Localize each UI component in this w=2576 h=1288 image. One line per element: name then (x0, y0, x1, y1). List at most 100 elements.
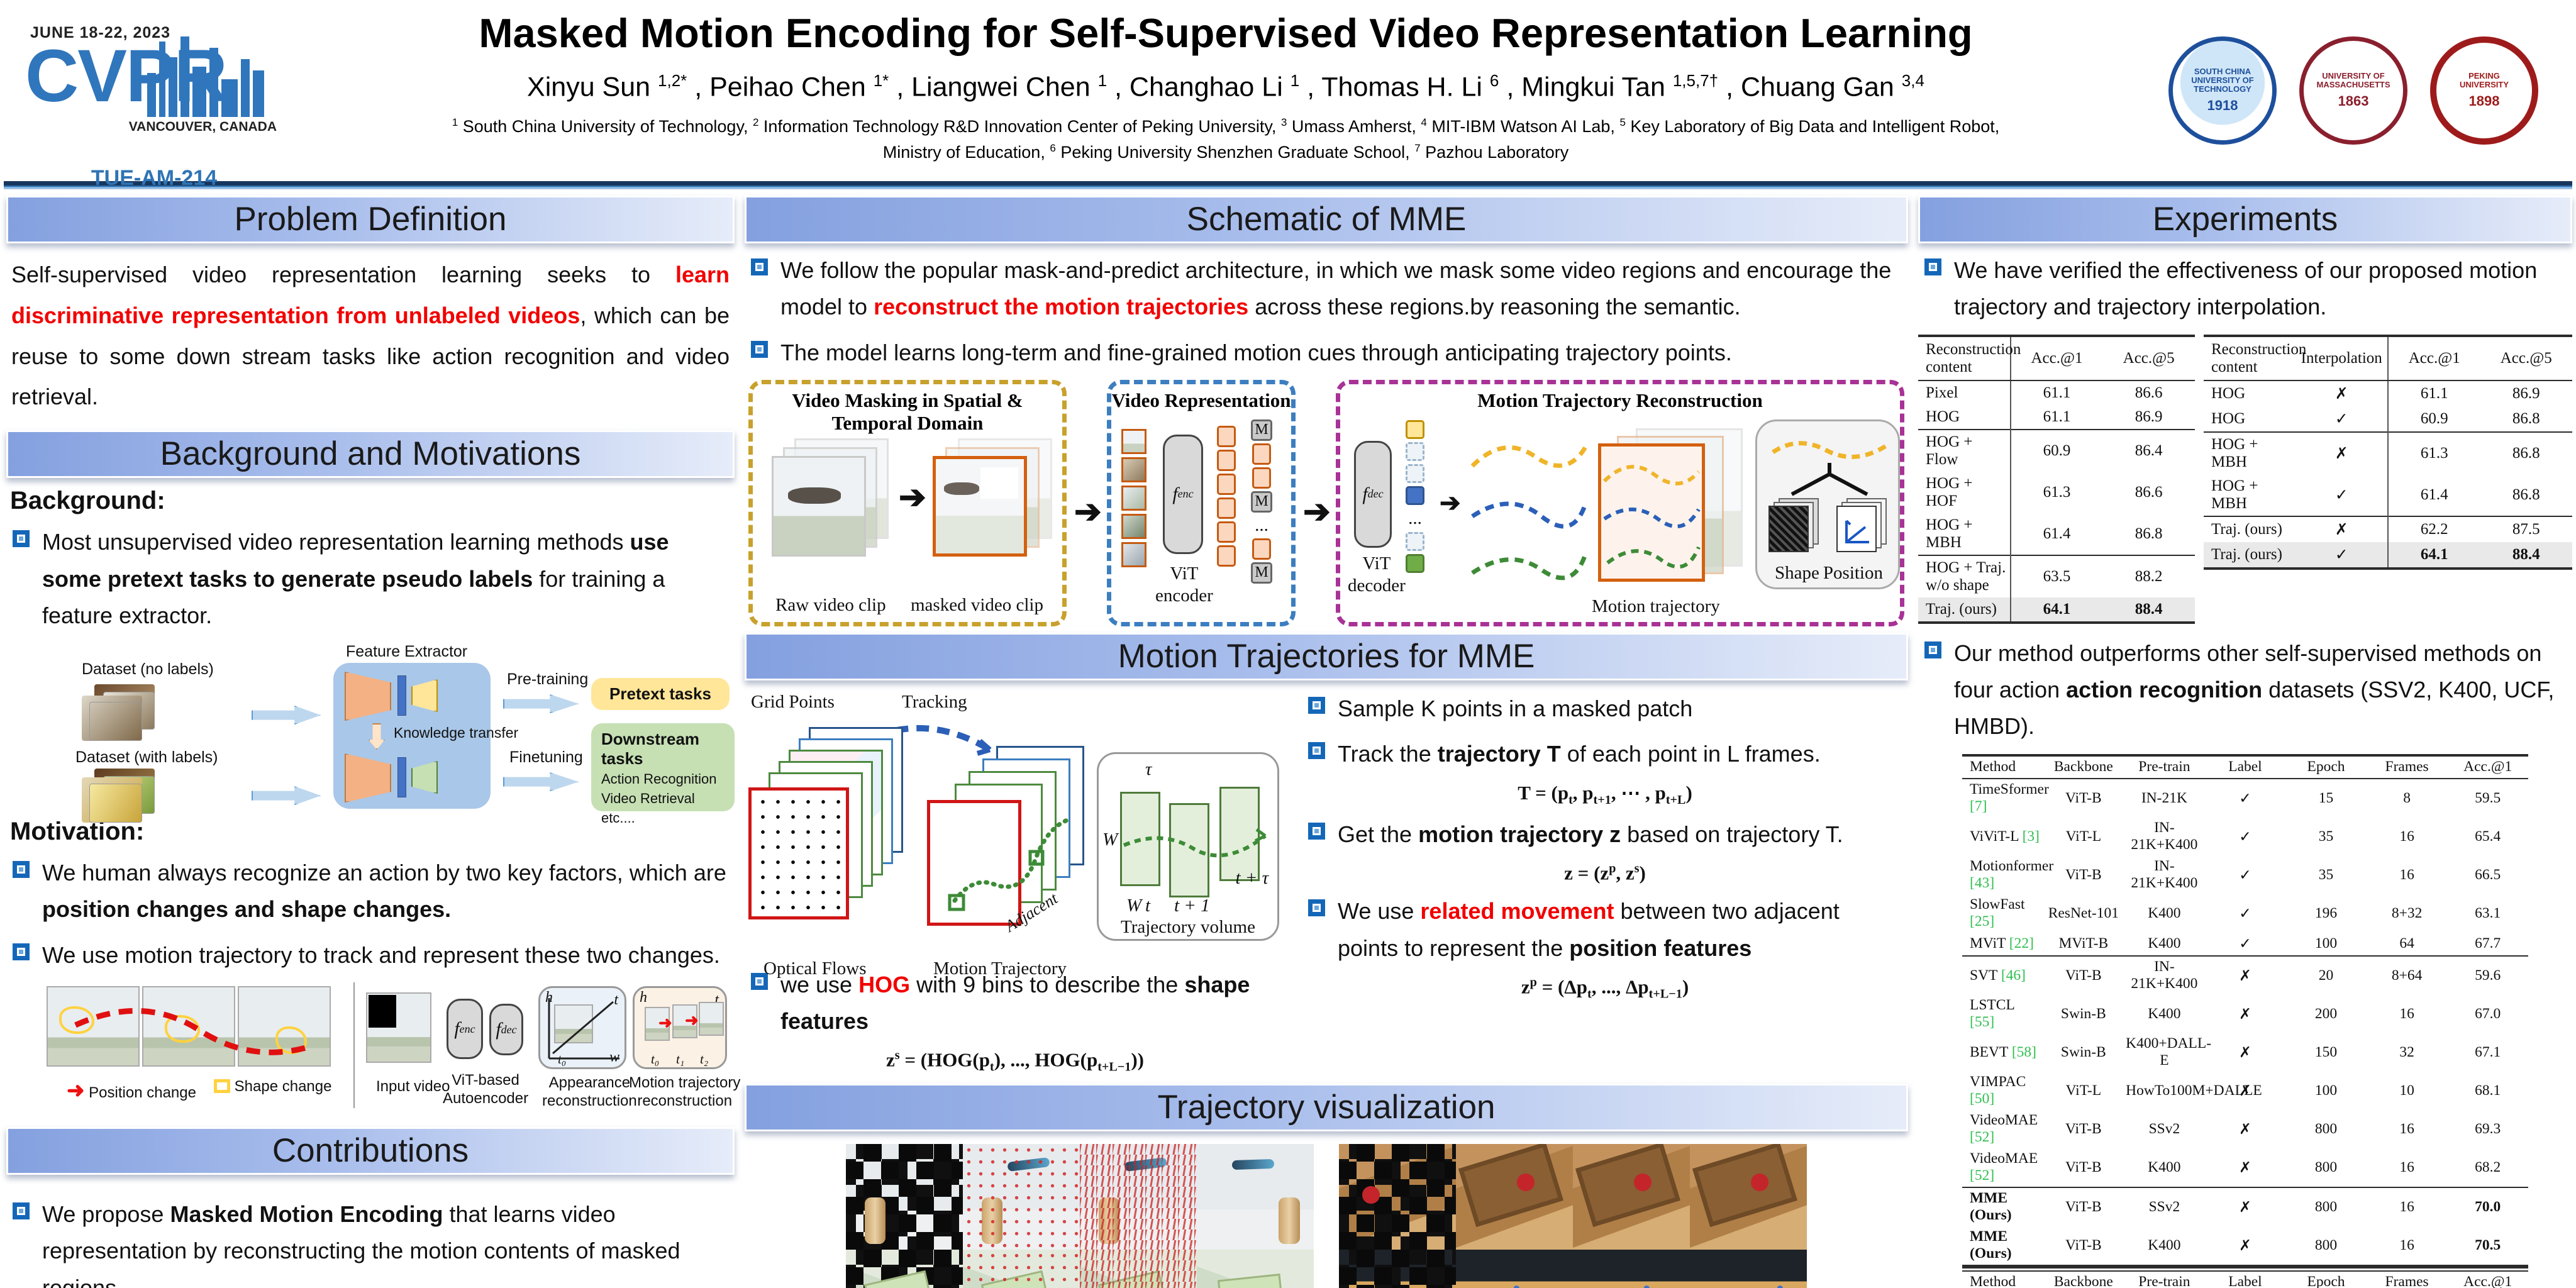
position-change-arrow-icon: ➜ (685, 1011, 699, 1030)
section-motion-trajectories: Motion Trajectories for MME (745, 632, 1908, 680)
finetuning-arrow-icon (503, 772, 579, 792)
data-table: Method Backbone Pre-train Label Epoch Frames A… (1962, 753, 2528, 1267)
table-row: ViViT-L [3] ViT-L IN-21K+K400 ✓ 35 16 65.4 (1970, 819, 2501, 853)
position-change-path-icon (74, 1008, 309, 1055)
masked-frame-image (846, 1143, 963, 1250)
table-row: HOG + MBH ✓ 61.4 86.8 (2204, 474, 2572, 516)
table-row: HOG + MBH 61.4 86.8 (1918, 513, 2195, 555)
video-masking-box: Video Masking in Spatial & Temporal Doma… (748, 379, 1067, 626)
mme-schematic-figure: Video Masking in Spatial & Temporal Doma… (745, 379, 1908, 626)
poster-header: JUNE 18-22, 2023 CVPR VANCOUVER, CANADA … (0, 0, 2576, 190)
trajectory-visualization-figure: (a) (b) (c) (d) (745, 1143, 1908, 1288)
table-row: Motionformer [43] ViT-B IN-21K+K400 ✓ 35 16 66… (1970, 858, 2501, 892)
bullet-square-icon (1924, 641, 1941, 658)
feature-extractor-diagram: Feature Extractor Dataset (no labels) Da… (6, 643, 735, 826)
motion-trajectory-reconstruction-box: Motion Trajectory Reconstruction f dec Vi… (1336, 379, 1904, 626)
table-row: HOG + Flow 60.9 86.4 (1918, 428, 2195, 472)
cvpr-logo: JUNE 18-22, 2023 CVPR VANCOUVER, CANADA (25, 24, 277, 150)
trajectory-frame-image (1456, 1143, 1573, 1250)
trajectory-frame-image (1573, 1143, 1690, 1250)
table-row: VIMPAC [50] ViT-L HowTo100M+DALLE ✗ 100 10 68.… (1970, 1074, 2501, 1108)
table-row: MViT [22] MViT-B K400 ✓ 100 64 67.7 (1970, 935, 2501, 953)
arrow-icon (252, 786, 321, 806)
appearance-panel: h t w t₀ (538, 986, 626, 1070)
trajectory-bullets: Sample K points in a masked patch Track … (1302, 689, 1908, 1011)
bullet-square-icon (13, 861, 30, 879)
trajectory-figure: Grid Points Tracking (745, 689, 1285, 985)
section-contributions: Contributions (6, 1127, 735, 1175)
bullet-square-icon (1924, 258, 1941, 275)
reconstructed-frame-image (1690, 1143, 1807, 1250)
bullet-square-icon (1308, 822, 1325, 840)
right-column: Experiments We have verified the effecti… (1918, 196, 2572, 1288)
reconstructed-frame-image (1197, 1143, 1314, 1250)
data-table: Reconstruction content Acc.@1 Acc.@5 Pixel 6… (1918, 334, 2195, 624)
bullet-square-icon (751, 340, 768, 358)
table-row: Traj. (ours) 64.1 88.4 (1918, 597, 2195, 623)
table-row: BEVT [58] Swin-B K400+DALL-E ✗ 150 32 67.1 (1970, 1035, 2501, 1069)
reconstructed-frame-image (1690, 1249, 1807, 1288)
background-label: Background: (10, 487, 165, 515)
bullet-square-icon (751, 972, 768, 990)
interpolation-ablation-table: Reconstruction content Interpolation Acc.@… (2204, 334, 2572, 624)
table-row: Pixel 61.1 86.6 (1918, 380, 2195, 405)
mt-bullet-3: Get the motion trajectory z based on tra… (1308, 816, 1906, 853)
visualization-group-1: (a) (b) (c) (d) (846, 1143, 1314, 1288)
trajectory-curves-icon (1470, 445, 1588, 580)
poster-title: Masked Motion Encoding for Self-Supervis… (479, 10, 1973, 56)
motion-reconstruction-panel: h t t₀ t₁ t₂ ➜ ➜ (633, 986, 727, 1070)
downstream-tasks-box: Downstream tasks Action Recognition Vide… (591, 723, 735, 826)
shape-position-callout: Shape Position (1755, 419, 1900, 589)
contribution-1: We propose Masked Motion Encoding that l… (13, 1196, 732, 1288)
title-block: Masked Motion Encoding for Self-Supervis… (289, 6, 2162, 165)
table-row: HOG + HOF 61.3 86.6 (1918, 471, 2195, 513)
visualization-group-2: (a) (b) (c) (d) (1339, 1143, 1807, 1288)
experiments-bullet-1: We have verified the effectiveness of ou… (1924, 252, 2570, 326)
trajectory-frame-image (963, 1249, 1080, 1288)
bullet-square-icon (13, 1202, 30, 1220)
pretraining-arrow-icon (503, 694, 579, 714)
shape-outline-icon (275, 1026, 307, 1055)
table-row: MME (Ours) ViT-B SSv2 ✗ 800 16 70.0 (1962, 1186, 2528, 1226)
schematic-bullet-1: We follow the popular mask-and-predict a… (751, 252, 1906, 326)
bullet-square-icon (1308, 742, 1325, 760)
table-row: HOG + MBH ✗ 61.3 86.8 (2204, 431, 2572, 474)
trajectory-frame-image (1080, 1143, 1197, 1250)
section-problem-definition: Problem Definition (6, 196, 735, 243)
reconstructed-frame-image (1197, 1249, 1314, 1288)
mt-bullet-4: We use related movement between two adja… (1308, 893, 1906, 967)
table-row: Traj. (ours) ✓ 64.1 88.4 (2204, 541, 2572, 569)
table-row: TimeSformer [7] ViT-B IN-21K ✓ 15 8 59.5 (1970, 781, 2501, 815)
table-row: MME (Ours) ViT-B K400 ✗ 800 16 70.5 (1970, 1228, 2501, 1262)
affiliations-line: 1 South China University of Technology, … (452, 116, 2000, 162)
table-row: HOG 61.1 86.9 (1918, 404, 2195, 430)
motion-trajectory-formula: z = (zp, zs) (1564, 862, 1646, 884)
position-change-arrow-icon: ➜ (67, 1079, 85, 1103)
schematic-bullet-2: The model learns long-term and fine-grai… (751, 335, 1906, 371)
bullet-square-icon (751, 258, 768, 275)
shape-feature-formula: zs = (HOG(pt), ..., HOG(pt+L−1)) (886, 1048, 1145, 1074)
trajectory-frame-image (1573, 1249, 1690, 1288)
section-background-motivations: Background and Motivations (6, 430, 735, 479)
mt-bullet-2: Track the trajectory T of each point in … (1308, 736, 1906, 772)
section-trajectory-visualization: Trajectory visualization (745, 1083, 1908, 1131)
motivation-figure: ➜ Position change Shape change Input vid… (6, 982, 740, 1118)
position-feature-formula: zp = (Δpt, ..., Δpt+L−1) (1521, 975, 1689, 1001)
header-divider (4, 181, 2572, 189)
motivation-bullet-1: We human always recognize an action by t… (13, 855, 732, 928)
session-id: TUE-AM-214 (91, 166, 218, 190)
decoder-pill: f dec (489, 1004, 523, 1056)
arrow-icon (252, 706, 321, 725)
vit-encoder-pill: f enc (1163, 434, 1203, 554)
motivation-bullet-2: We use motion trajectory to track and re… (13, 937, 732, 974)
bullet-square-icon (13, 530, 30, 548)
left-column: Problem Definition Self-supervised video… (6, 196, 740, 1288)
table-row: SVT [46] ViT-B IN-21K+K400 ✗ 20 8+64 59.6 (1962, 955, 2528, 995)
mt-bullet-1: Sample K points in a masked patch (1308, 691, 1906, 727)
bullet-square-icon (1308, 899, 1325, 917)
table-row: VideoMAE [52] ViT-B K400 ✗ 800 16 68.2 (1970, 1150, 2501, 1184)
video-representation-box: Video Representation f enc ViT encoder (1107, 379, 1296, 626)
trajectory-frame-image (963, 1143, 1080, 1250)
middle-column: Schematic of MME We follow the popular m… (745, 196, 1908, 1288)
